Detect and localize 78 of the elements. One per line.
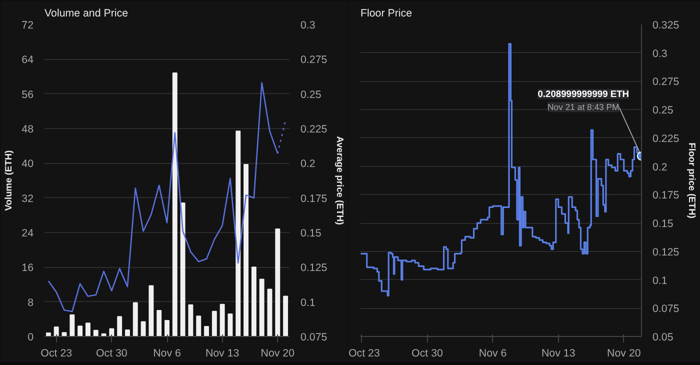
y-tick-label: 0.15	[652, 218, 674, 230]
y-tick-label: 0.25	[652, 104, 674, 117]
x-tick-label: Oct 30	[412, 348, 444, 360]
annotation: 0.208999999999 ETH	[538, 89, 630, 100]
y-tick-label: 0.075	[652, 303, 680, 316]
bar	[46, 332, 51, 336]
y-tick-label: 0.2	[652, 161, 668, 174]
x-tick-label: Oct 23	[40, 348, 72, 360]
bar	[259, 278, 264, 336]
y-tick-label: 64	[22, 54, 34, 66]
x-tick-label: Oct 30	[96, 348, 128, 360]
bar	[244, 164, 249, 336]
y2-tick-label: 0.125	[300, 262, 328, 274]
bar	[125, 330, 130, 336]
x-tick-label: Nov 13	[541, 348, 576, 360]
bar	[156, 310, 162, 336]
bar	[220, 304, 225, 336]
y2-tick-label: 0.2	[300, 158, 316, 170]
bar	[172, 72, 178, 336]
y-tick-label: 8	[28, 296, 34, 309]
y-axis-title: Floor price (ETH)	[687, 142, 698, 218]
y-tick-label: 0.175	[652, 190, 680, 202]
y-tick-label: 48	[22, 124, 34, 136]
chart-title: Floor Price	[360, 8, 412, 20]
bar	[212, 310, 217, 336]
x-tick-label: Oct 23	[348, 348, 380, 360]
y-axis-title: Volume (ETH)	[4, 150, 14, 211]
bar	[93, 330, 98, 336]
bar	[180, 202, 186, 336]
y2-axis-title: Average price (ETH)	[335, 136, 346, 225]
y2-tick-label: 0.1	[300, 296, 316, 309]
bar	[283, 296, 288, 336]
bar	[251, 266, 256, 336]
bar	[188, 304, 194, 336]
y-tick-label: 72	[22, 20, 34, 32]
y-tick-label: 24	[22, 228, 34, 240]
y-tick-label: 0.225	[652, 132, 680, 145]
x-tick-label: Nov 13	[205, 348, 240, 360]
bar	[267, 288, 272, 336]
y2-tick-label: 0.3	[300, 20, 316, 32]
bar	[148, 285, 154, 336]
x-tick-label: Nov 6	[153, 348, 181, 360]
x-tick-label: Nov 6	[478, 348, 507, 360]
x-tick-label: Nov 20	[260, 348, 295, 360]
y2-tick-label: 0.175	[300, 192, 328, 205]
bar	[117, 316, 122, 336]
y-tick-label: 16	[22, 262, 34, 274]
y2-tick-label: 0.275	[300, 54, 328, 66]
bar	[228, 313, 233, 336]
y-tick-label: 40	[22, 158, 34, 170]
bar	[132, 302, 138, 336]
bar	[109, 328, 114, 336]
y-tick-label: 0.325	[652, 20, 680, 32]
bar	[140, 321, 146, 336]
bar	[54, 326, 59, 336]
y-tick-label: 0.1	[652, 274, 668, 287]
bar	[70, 314, 75, 336]
y-tick-label: 32	[22, 192, 34, 205]
bar	[236, 130, 241, 336]
bar	[85, 322, 90, 336]
y2-tick-label: 0.225	[300, 124, 328, 136]
y2-tick-label: 0.25	[300, 88, 322, 101]
y-tick-label: 0.275	[652, 76, 680, 88]
y-tick-label: 0.3	[652, 48, 668, 60]
y-tick-label: 0.05	[652, 332, 674, 344]
y-tick-label: 0.125	[652, 246, 680, 258]
bar	[204, 326, 209, 336]
y-tick-label: 0	[28, 332, 34, 344]
y2-tick-label: 0.075	[300, 332, 328, 344]
annotation: Nov 21 at 8:43 PM	[548, 102, 620, 112]
bar	[78, 326, 83, 336]
x-tick-label: Nov 20	[607, 348, 641, 360]
y-tick-label: 56	[22, 88, 34, 101]
bar	[164, 320, 170, 336]
bar	[275, 228, 280, 336]
y2-tick-label: 0.15	[300, 228, 322, 240]
chart-title: Volume and Price	[44, 8, 128, 20]
bar	[196, 316, 202, 336]
